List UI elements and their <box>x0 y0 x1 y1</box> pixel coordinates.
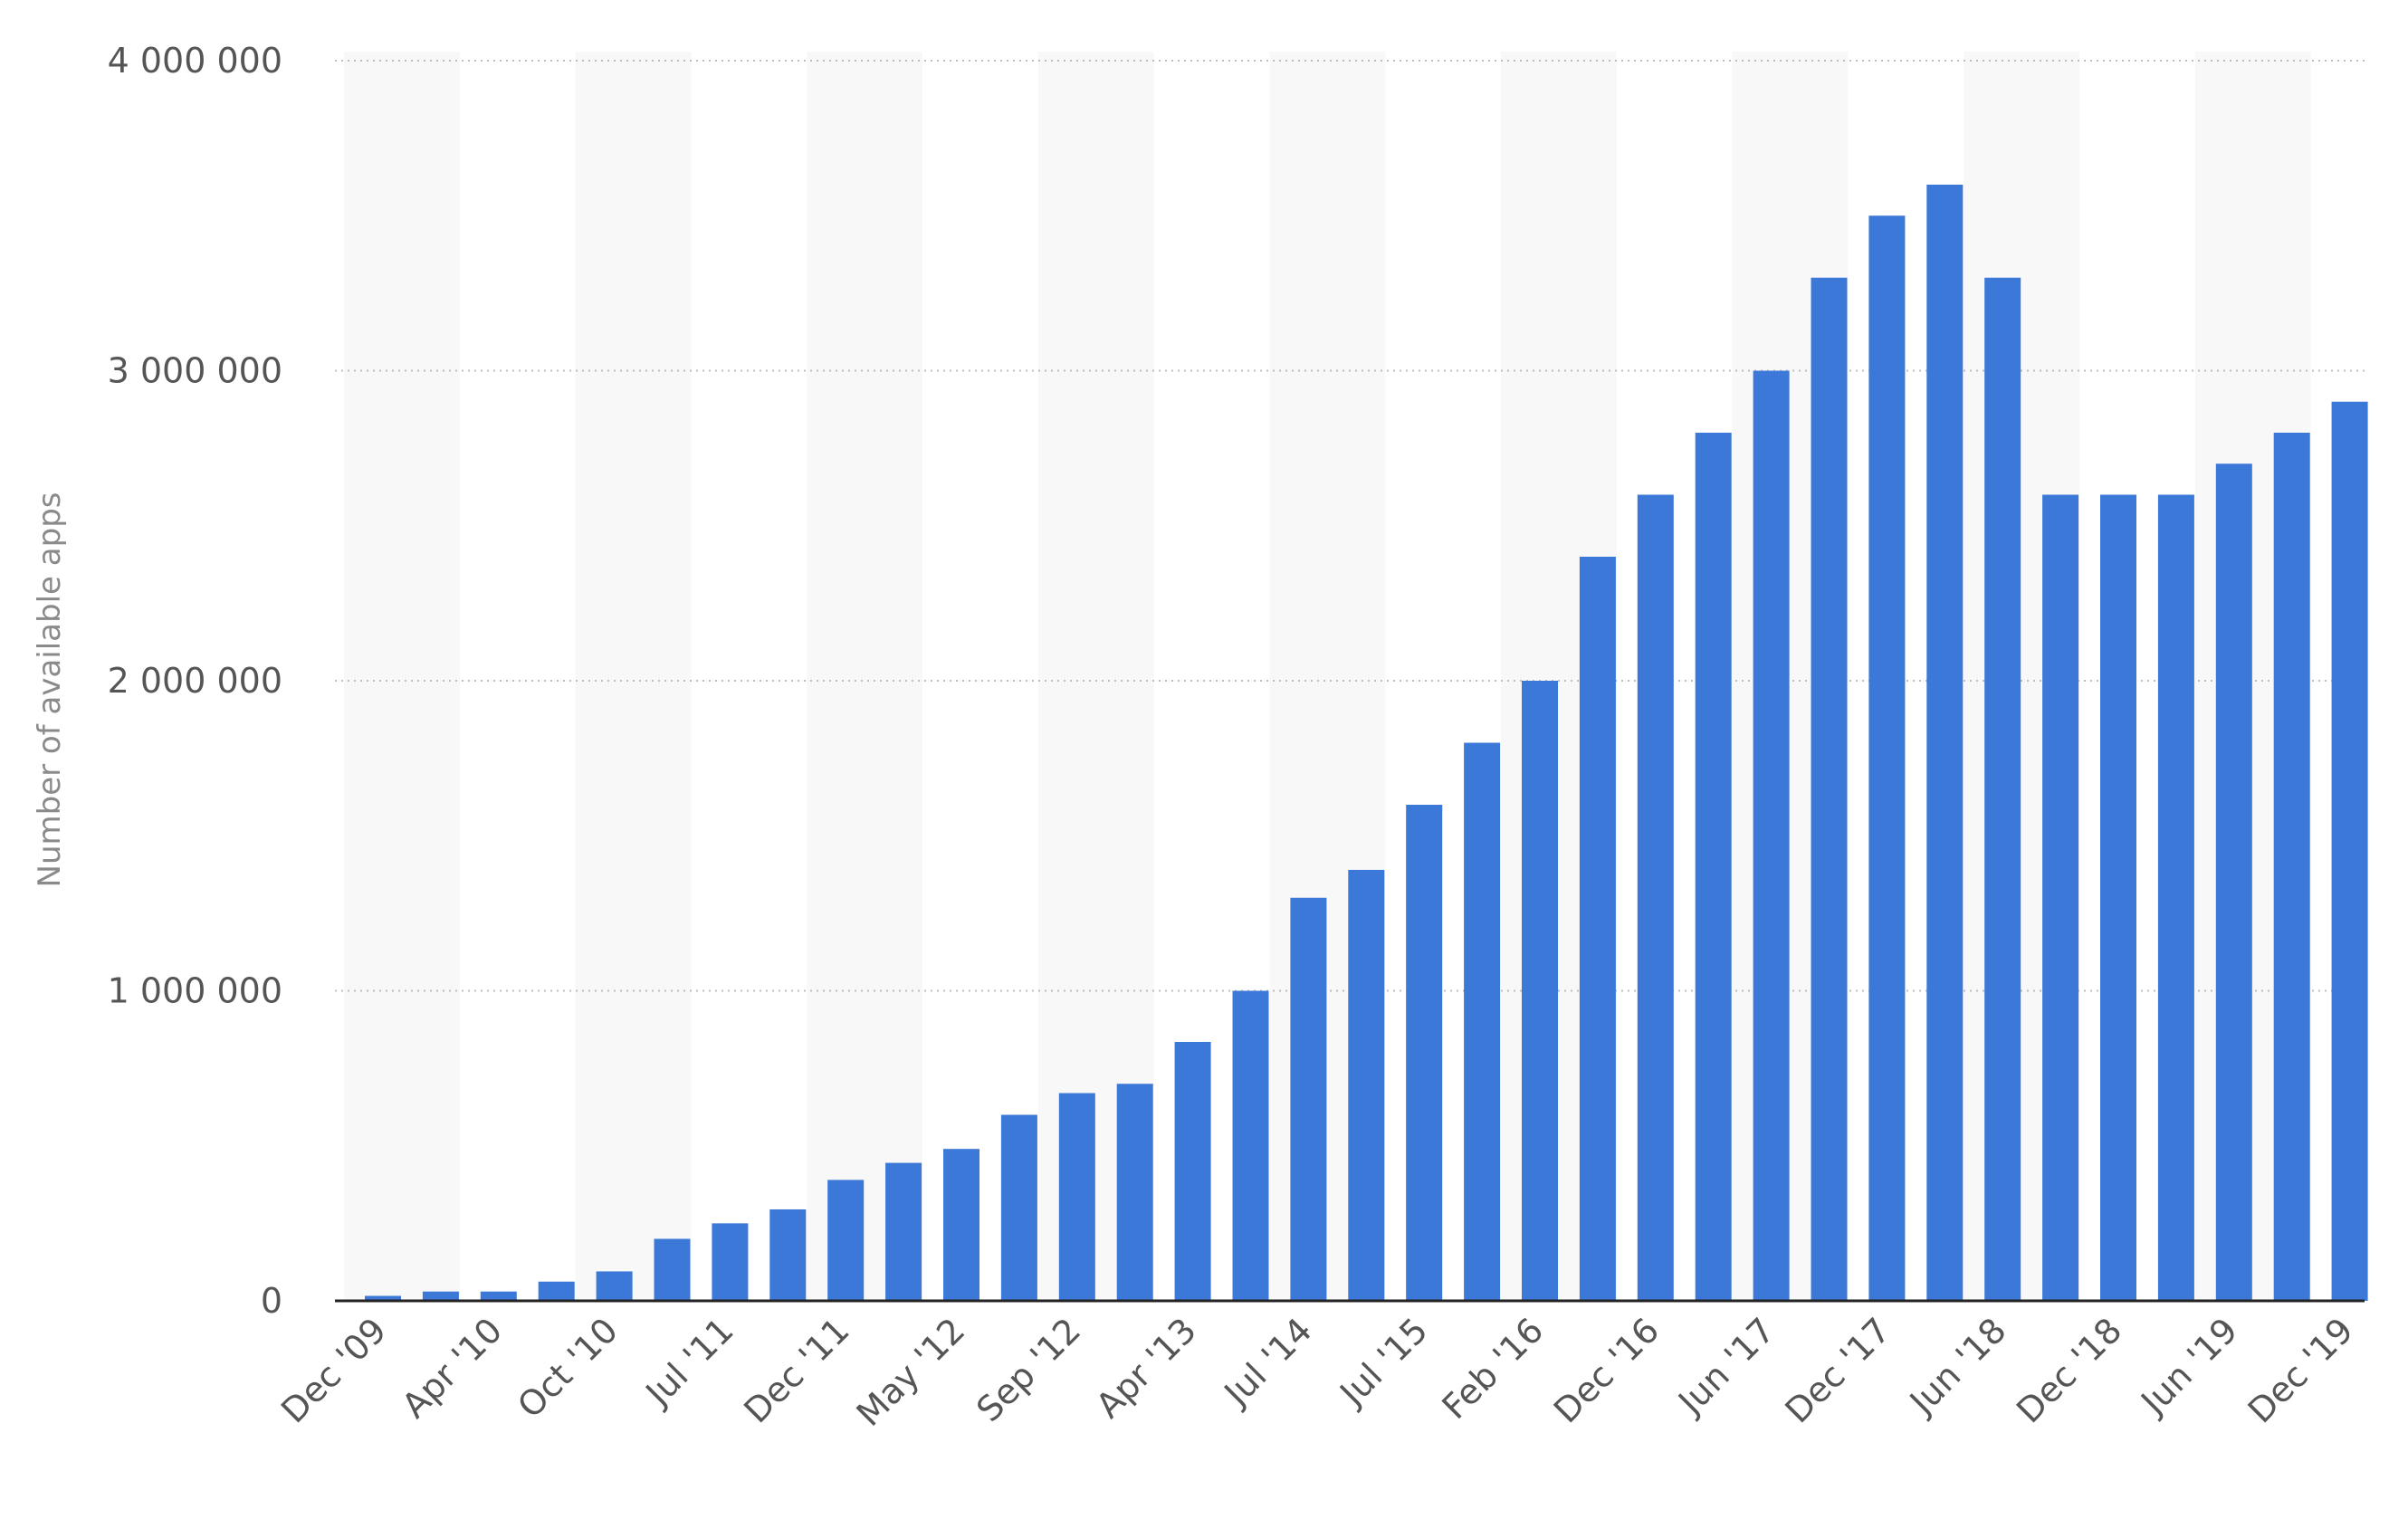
x-tick-label: Dec '16 <box>1546 1310 1667 1430</box>
bar <box>1464 742 1501 1301</box>
bar <box>1058 1093 1095 1301</box>
x-tick-label: Oct '10 <box>510 1310 626 1426</box>
bars <box>365 185 2368 1301</box>
x-tick-label: Sep '12 <box>969 1310 1088 1429</box>
bar <box>365 1295 401 1301</box>
bar <box>1348 869 1385 1301</box>
x-tick-label: Dec '09 <box>273 1310 394 1430</box>
bar <box>1174 1042 1211 1301</box>
bar <box>1984 277 2021 1301</box>
bar <box>1637 494 1674 1301</box>
x-tick-label: Jun '17 <box>1669 1310 1782 1423</box>
y-tick-label: 3 000 000 <box>108 351 282 391</box>
x-tick-label: Dec '18 <box>2009 1310 2129 1430</box>
y-tick-label: 4 000 000 <box>108 41 282 81</box>
bar <box>480 1291 517 1301</box>
y-axis-tick-labels: 0 1 000 000 2 000 000 3 000 000 4 000 000 <box>108 41 282 1321</box>
x-tick-label: Jul '11 <box>637 1310 741 1414</box>
bar <box>1000 1114 1037 1301</box>
y-tick-label: 2 000 000 <box>108 661 282 701</box>
x-tick-label: Jun '19 <box>2133 1310 2246 1423</box>
bar <box>1232 990 1269 1301</box>
x-tick-label: Jun '18 <box>1901 1310 2014 1423</box>
x-tick-label: Feb '16 <box>1435 1310 1552 1427</box>
bar <box>1868 215 1906 1301</box>
bar <box>1695 433 1732 1301</box>
bar <box>654 1238 691 1301</box>
bar <box>1406 805 1443 1301</box>
x-tick-label: May '12 <box>849 1310 973 1434</box>
bar <box>712 1223 749 1301</box>
bar <box>2215 463 2252 1301</box>
x-tick-label: Dec '11 <box>736 1310 856 1430</box>
bar <box>827 1180 865 1301</box>
bar <box>1811 277 1848 1301</box>
bar <box>1753 370 1790 1301</box>
x-tick-label: Dec '17 <box>1778 1310 1898 1430</box>
x-tick-label: Apr '13 <box>1088 1310 1204 1426</box>
x-tick-label: Dec '19 <box>2241 1310 2361 1430</box>
bar <box>1579 557 1616 1301</box>
bar <box>769 1209 807 1301</box>
bar <box>538 1281 575 1301</box>
bar <box>943 1149 979 1301</box>
y-tick-label: 0 <box>261 1281 282 1321</box>
bar <box>885 1162 922 1301</box>
bar <box>1522 681 1558 1301</box>
bar <box>2100 494 2136 1301</box>
background-band <box>807 52 923 1301</box>
y-tick-label: 1 000 000 <box>108 971 282 1011</box>
bar <box>1926 185 1964 1301</box>
bar <box>2042 494 2079 1301</box>
bar <box>596 1271 633 1301</box>
bar <box>1290 897 1327 1301</box>
background-band <box>575 52 692 1301</box>
x-tick-label: Jul '14 <box>1216 1310 1320 1414</box>
background-band <box>344 52 460 1301</box>
bar <box>2331 401 2368 1301</box>
bar <box>2273 433 2310 1301</box>
y-axis-title: Number of available apps <box>32 492 68 888</box>
bar <box>2157 494 2194 1301</box>
bar <box>422 1291 459 1301</box>
x-tick-label: Jul '15 <box>1331 1310 1435 1414</box>
bar <box>1116 1084 1153 1301</box>
x-tick-label: Apr '10 <box>394 1310 510 1426</box>
